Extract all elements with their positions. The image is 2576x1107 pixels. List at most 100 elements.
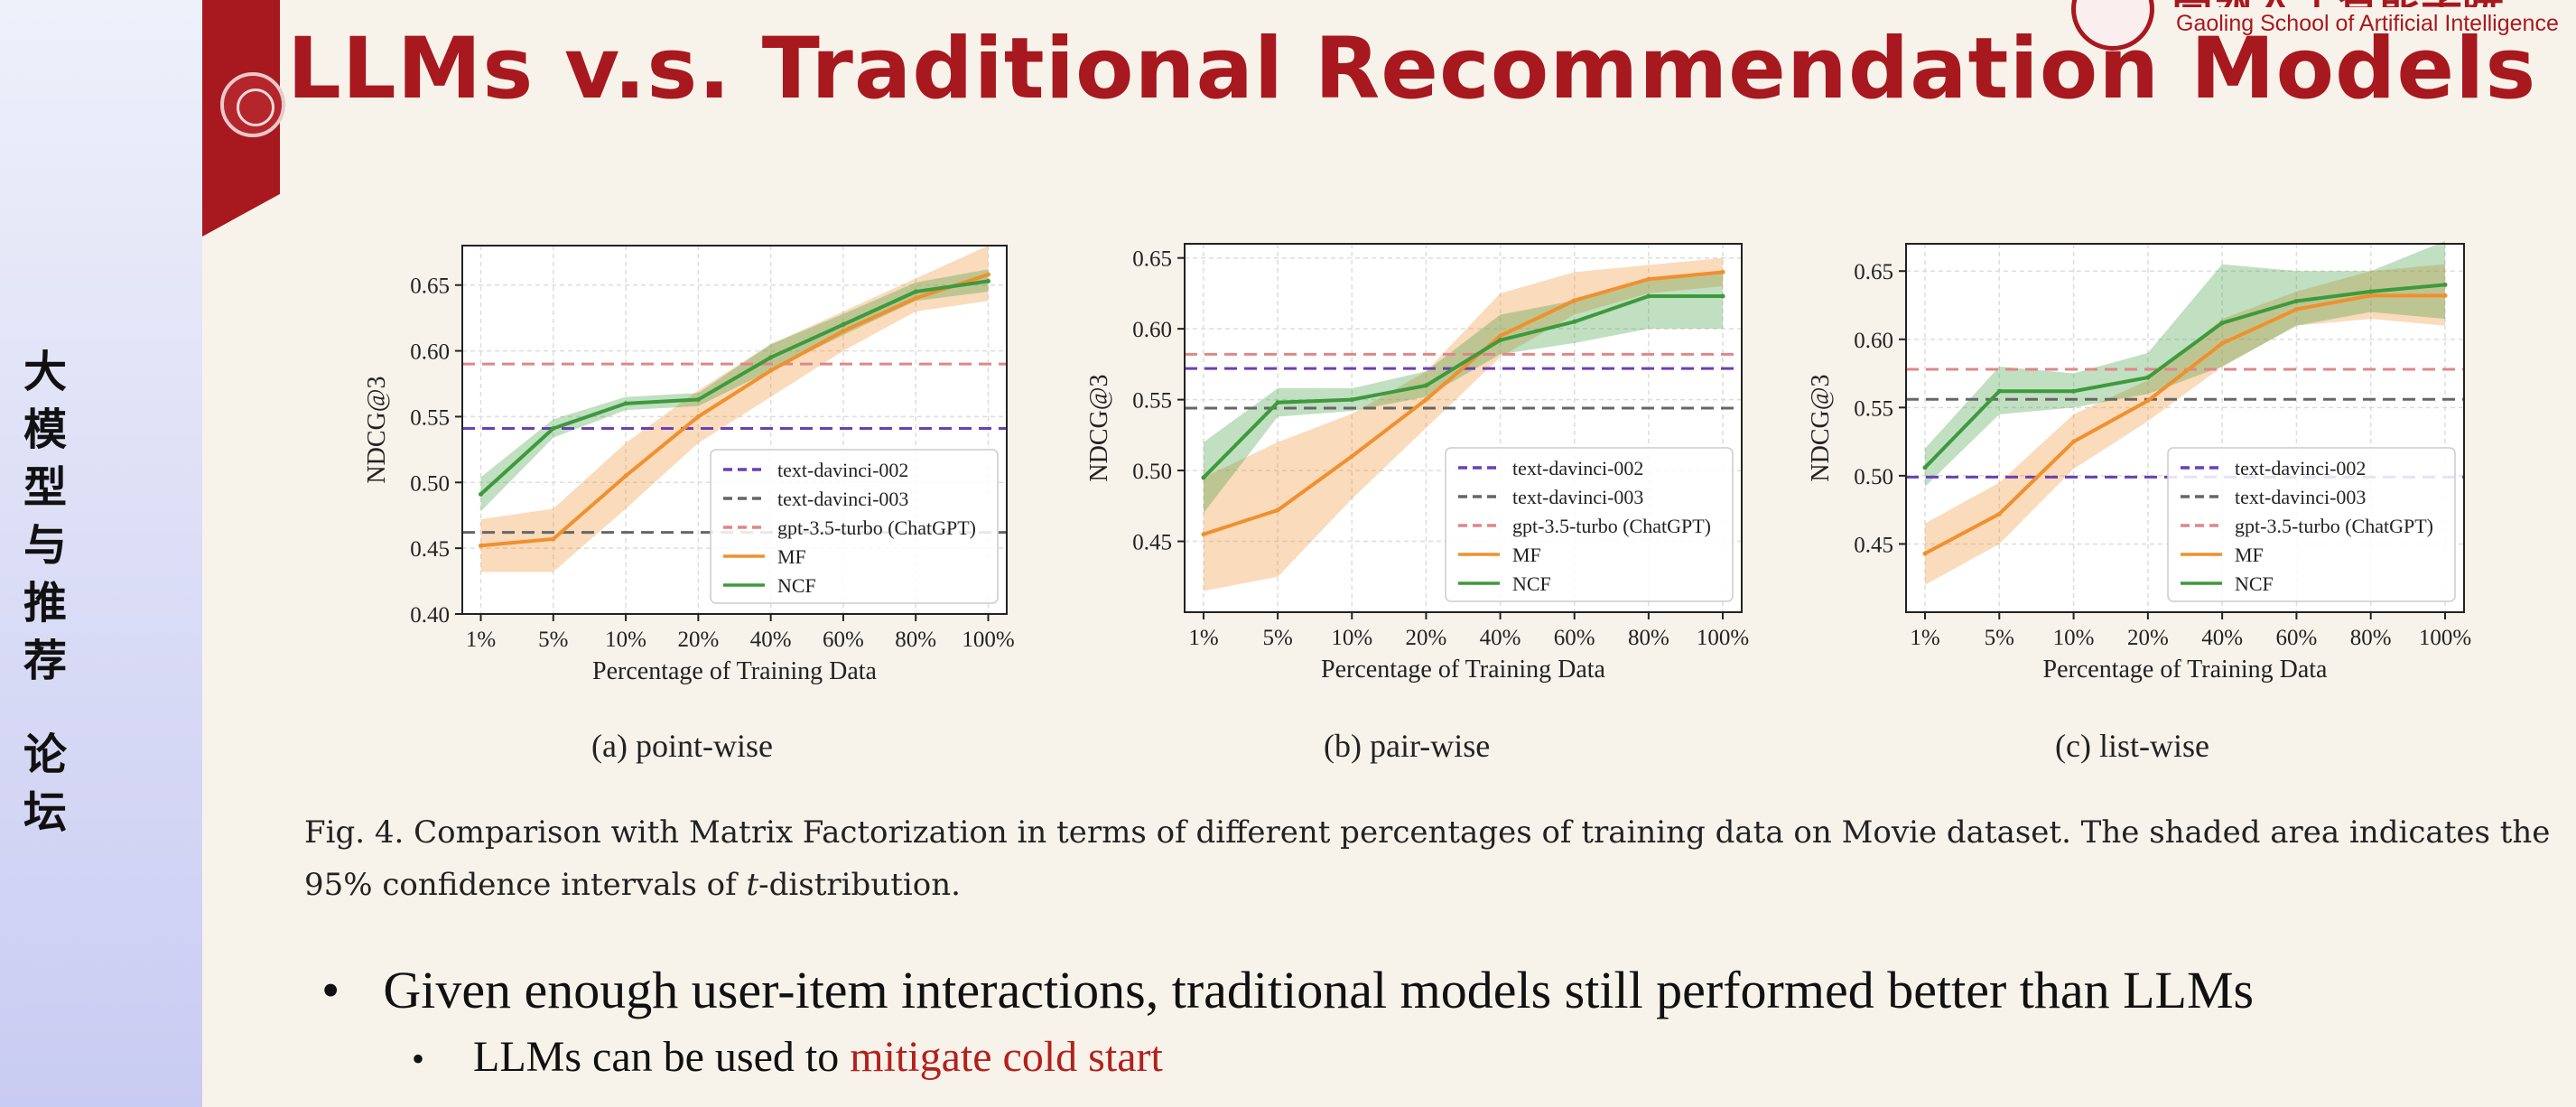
data-point-ncf (1349, 397, 1354, 403)
y-tick-label: 0.45 (410, 537, 450, 562)
caption-text-end: -distribution. (758, 867, 961, 903)
data-point-mf (2368, 293, 2374, 298)
y-tick-label: 0.65 (1132, 247, 1172, 272)
series-line-ncf (1202, 294, 1724, 479)
y-tick-label: 0.65 (410, 274, 450, 299)
data-point-ncf (2442, 282, 2448, 287)
data-point-mf (985, 272, 990, 277)
x-tick-label: 10% (2053, 626, 2095, 650)
sidebar-char: 推 (23, 578, 67, 628)
x-tick-label: 5% (1985, 626, 2014, 650)
x-tick-label: 60% (823, 628, 864, 652)
y-tick-label: 0.55 (1132, 389, 1172, 414)
legend-label: text-davinci-003 (1512, 486, 1643, 508)
x-tick-label: 20% (677, 628, 719, 652)
x-axis-label: Percentage of Training Data (592, 657, 877, 685)
y-tick-label: 0.50 (1132, 460, 1172, 484)
data-point-ncf (2219, 321, 2225, 326)
data-point-ncf (1922, 465, 1928, 470)
caption-italic: t (746, 867, 759, 903)
school-name-cn: 高瓴人工智能学院 (2171, 0, 2551, 7)
legend-label: gpt-3.5-turbo (ChatGPT) (2235, 515, 2433, 537)
bullet-dot: • (412, 1038, 425, 1079)
data-point-mf (841, 329, 846, 334)
data-point-ncf (2368, 289, 2374, 294)
data-point-ncf (1275, 400, 1280, 405)
legend-label: text-davinci-002 (1512, 457, 1643, 479)
data-point-mf (623, 473, 628, 479)
data-point-mf (1349, 453, 1354, 459)
series-line-mf (1203, 270, 1724, 536)
y-tick-label: 0.45 (1132, 531, 1172, 555)
chart-0: 0.40 0.45 0.50 0.55 0.60 0.65 1% 5% 10% 20% 40% 60%… (363, 245, 1015, 685)
series-line-ncf (1923, 283, 2446, 470)
data-point-ncf (1720, 293, 1725, 299)
data-point-ncf (913, 289, 918, 294)
data-point-mf (2145, 398, 2151, 404)
legend: text-davinci-002 text-davinci-003 gpt-3.5-… (1445, 447, 1734, 602)
sidebar-vertical-title: 大 模 型 与 推 荐 论 坛 (0, 343, 90, 842)
x-tick-label: 60% (1554, 626, 1595, 650)
bullet-sub: • LLMs can be used to mitigate cold start (412, 1032, 1163, 1082)
data-point-ncf (1996, 388, 2002, 394)
data-point-mf (2293, 307, 2299, 312)
y-axis-label: NDCG@3 (1085, 374, 1113, 481)
legend-label: NCF (2235, 572, 2274, 595)
y-tick-label: 0.45 (1854, 533, 1893, 557)
data-point-ncf (551, 426, 556, 432)
sidebar-char: 与 (23, 520, 67, 571)
y-tick-label: 0.55 (1854, 396, 1893, 421)
legend: text-davinci-002 text-davinci-003 gpt-3.5-… (2167, 447, 2456, 602)
bullet-sub-highlight: mitigate cold start (850, 1033, 1163, 1081)
x-tick-label: 100% (2419, 626, 2471, 650)
data-point-mf (479, 543, 484, 548)
legend-box (710, 449, 999, 604)
subcaption-b: (b) pair-wise (1324, 728, 1491, 764)
chart-1: 0.45 0.50 0.55 0.60 0.65 1% 5% 10% 20% 40% 60% 80% 1… (1085, 243, 1749, 684)
y-tick-label: 0.60 (1132, 318, 1172, 342)
bullet-sub-text: LLMs can be used to (473, 1033, 851, 1081)
charts-area: 0.40 0.45 0.50 0.55 0.60 0.65 1% 5% 10% 20% 40% 60%… (363, 240, 2471, 685)
plot-frame (461, 245, 1008, 615)
data-point-mf (2071, 439, 2077, 444)
university-seal-icon (220, 72, 285, 137)
data-point-mf (1720, 269, 1725, 274)
data-point-ncf (768, 355, 774, 360)
plot-frame (1905, 243, 2465, 613)
x-tick-label: 40% (1480, 626, 1521, 650)
data-point-ncf (2293, 298, 2299, 303)
legend: text-davinci-002 text-davinci-003 gpt-3.5-… (710, 449, 999, 604)
y-tick-label: 0.40 (410, 603, 450, 628)
data-point-mf (2219, 340, 2225, 346)
caption-text: Fig. 4. Comparison with Matrix Factoriza… (304, 814, 2551, 903)
legend-label: text-davinci-002 (777, 459, 908, 481)
confidence-band-ncf (1925, 240, 2445, 487)
school-name-en: Gaoling School of Artificial Intelligenc… (2176, 11, 2559, 36)
x-tick-label: 5% (1262, 626, 1292, 650)
x-tick-label: 5% (538, 628, 568, 652)
confidence-band-ncf (1203, 272, 1724, 514)
legend-label: NCF (777, 574, 816, 597)
data-point-ncf (1572, 319, 1577, 324)
data-point-mf (1996, 511, 2002, 516)
x-tick-label: 40% (750, 628, 792, 652)
series-line-ncf (479, 279, 989, 496)
confidence-band-mf (1203, 257, 1724, 591)
x-tick-label: 1% (1910, 626, 1939, 650)
legend-label: text-davinci-003 (2235, 486, 2366, 508)
chart-2: 0.45 0.50 0.55 0.60 0.65 1% 5% 10% 20% 40% 60% 80% 1… (1807, 240, 2471, 684)
data-point-ncf (2071, 388, 2077, 394)
x-tick-label: 80% (1628, 626, 1669, 650)
x-tick-label: 60% (2276, 626, 2318, 650)
bullet-dot: • (321, 961, 340, 1019)
data-point-ncf (479, 491, 484, 497)
data-point-mf (551, 536, 556, 542)
sidebar-char: 大 (23, 347, 67, 397)
data-point-mf (1646, 276, 1651, 282)
x-tick-label: 80% (2350, 626, 2392, 650)
data-point-mf (768, 367, 774, 373)
y-tick-label: 0.50 (410, 471, 450, 496)
x-tick-label: 1% (1188, 626, 1218, 650)
x-tick-label: 1% (466, 628, 496, 652)
x-axis-label: Percentage of Training Data (2043, 656, 2328, 684)
